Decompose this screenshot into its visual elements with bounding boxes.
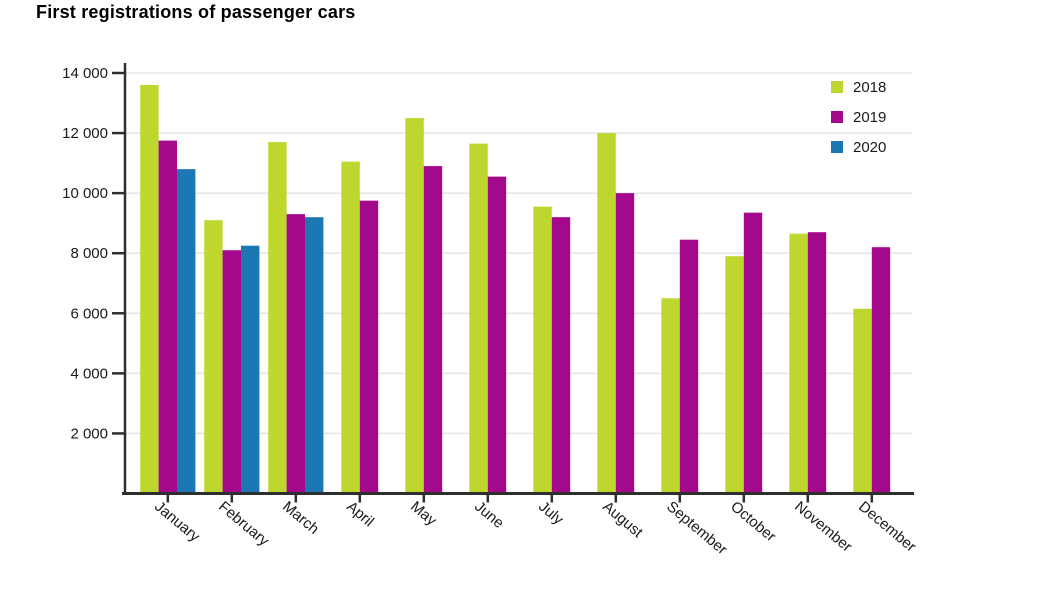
y-label-12000: 12 000 [62, 125, 108, 142]
bar-january-2018 [140, 85, 159, 494]
y-label-8000: 8 000 [70, 245, 108, 262]
legend-item-2018: 2018 [831, 72, 886, 102]
x-label-january: January [151, 498, 203, 546]
x-label-march: March [279, 498, 322, 538]
legend-label-2020: 2020 [853, 138, 887, 156]
y-label-2000: 2 000 [70, 425, 108, 442]
bar-january-2020 [177, 169, 196, 494]
legend-swatch-2019 [831, 111, 843, 123]
bar-july-2018 [533, 206, 552, 494]
bar-march-2018 [268, 142, 287, 494]
bar-march-2020 [305, 217, 324, 494]
legend-item-2019: 2019 [831, 102, 886, 132]
bar-september-2019 [679, 239, 699, 494]
x-label-april: April [343, 498, 377, 530]
x-label-june: June [471, 498, 507, 532]
chart-title: First registrations of passenger cars [36, 2, 356, 22]
bar-june-2019 [487, 176, 507, 494]
bar-october-2018 [725, 256, 744, 494]
y-label-6000: 6 000 [70, 305, 108, 322]
x-label-february: February [215, 498, 272, 550]
x-label-august: August [599, 498, 646, 542]
bar-april-2019 [359, 200, 379, 494]
bar-november-2018 [789, 233, 808, 494]
y-label-10000: 10 000 [62, 185, 108, 202]
bar-may-2019 [423, 166, 443, 494]
x-label-september: September [663, 498, 730, 558]
bar-may-2018 [405, 118, 424, 494]
bar-march-2019 [286, 214, 305, 494]
legend-item-2020: 2020 [831, 132, 886, 162]
x-label-october: October [727, 498, 779, 545]
legend: 2018 2019 2020 [831, 72, 886, 162]
bar-august-2019 [615, 193, 635, 494]
legend-label-2019: 2019 [853, 108, 887, 126]
bar-november-2019 [807, 232, 827, 494]
bar-december-2019 [871, 247, 891, 494]
x-label-may: May [407, 498, 440, 530]
bar-february-2018 [204, 220, 223, 494]
bar-july-2019 [551, 217, 571, 494]
bar-september-2018 [661, 298, 680, 494]
x-label-november: November [791, 498, 855, 556]
x-label-july: July [535, 498, 567, 528]
legend-swatch-2018 [831, 81, 843, 93]
bar-october-2019 [743, 212, 763, 494]
bar-january-2019 [158, 140, 177, 494]
y-label-14000: 14 000 [62, 65, 108, 82]
bar-december-2018 [853, 308, 872, 494]
bar-february-2020 [241, 245, 260, 494]
x-label-december: December [855, 498, 919, 556]
y-label-4000: 4 000 [70, 365, 108, 382]
bar-april-2018 [341, 161, 360, 494]
bar-june-2018 [469, 143, 488, 494]
legend-label-2018: 2018 [853, 78, 887, 96]
bar-february-2019 [222, 250, 241, 494]
legend-swatch-2020 [831, 141, 843, 153]
bar-august-2018 [597, 133, 616, 494]
